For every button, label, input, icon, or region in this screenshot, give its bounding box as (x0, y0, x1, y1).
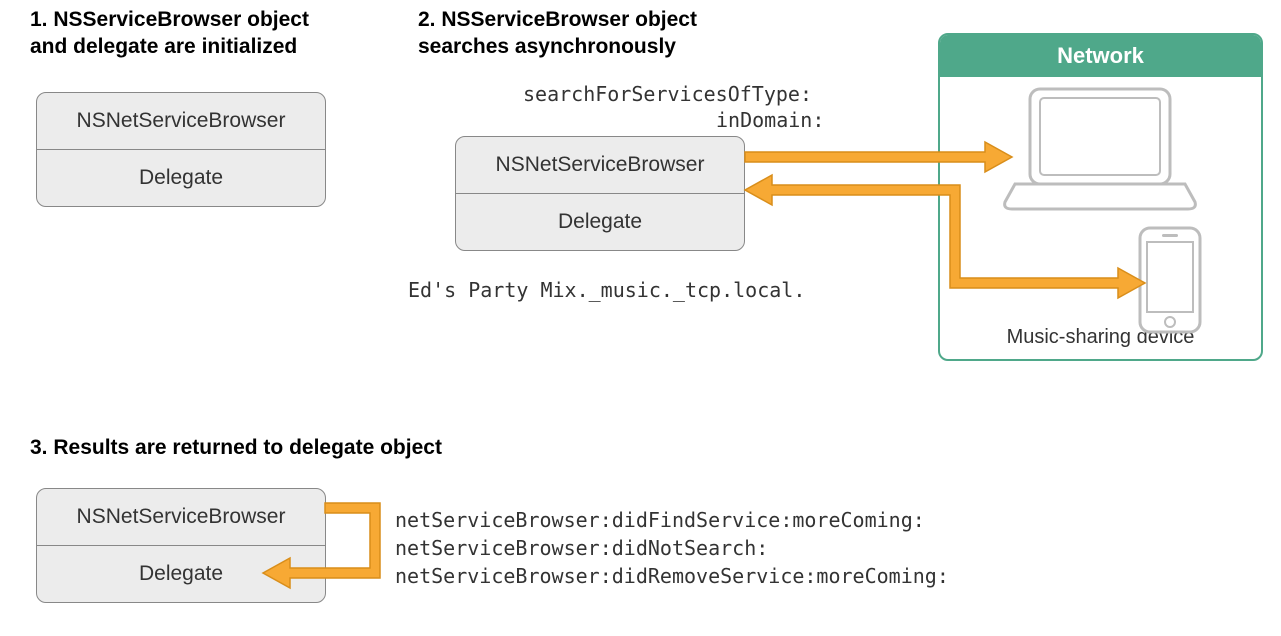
arrow-results-loop (0, 0, 1281, 636)
